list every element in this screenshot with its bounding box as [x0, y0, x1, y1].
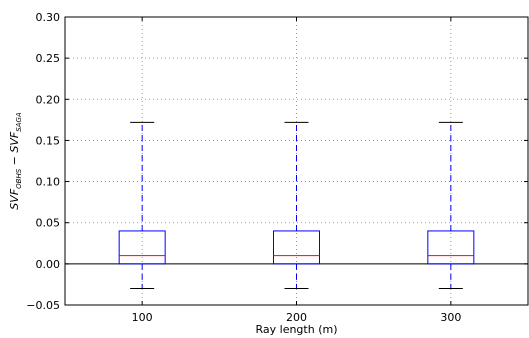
box-300 — [427, 121, 475, 290]
x-axis-label: Ray length (m) — [255, 323, 337, 336]
y-tick-label: 0.00 — [36, 258, 61, 271]
y-tick-label: 0.05 — [36, 217, 61, 230]
box-200 — [273, 121, 320, 290]
y-tick-label: −0.05 — [26, 299, 60, 312]
y-tick-label: 0.15 — [36, 134, 61, 147]
iqr-box — [273, 230, 320, 265]
x-axis-ticks: 100 200 300 — [132, 17, 461, 324]
x-tick-label: 300 — [440, 311, 461, 324]
y-tick-label: 0.30 — [36, 11, 61, 24]
iqr-box — [118, 230, 166, 265]
y-tick-label: 0.25 — [36, 52, 61, 65]
iqr-box — [427, 230, 475, 265]
y-tick-label: 0.10 — [36, 176, 61, 189]
y-tick-label: 0.20 — [36, 93, 61, 106]
boxes-layer — [118, 121, 475, 290]
grid-lines — [65, 16, 528, 306]
x-tick-label: 200 — [286, 311, 307, 324]
y-axis-label: SVFOBHS − SVFSAGA — [8, 112, 23, 210]
x-tick-label: 100 — [132, 311, 153, 324]
y-axis-ticks: −0.05 0.00 0.05 0.10 0.15 0.20 0.25 0.30 — [26, 11, 528, 312]
box-100 — [118, 121, 166, 290]
